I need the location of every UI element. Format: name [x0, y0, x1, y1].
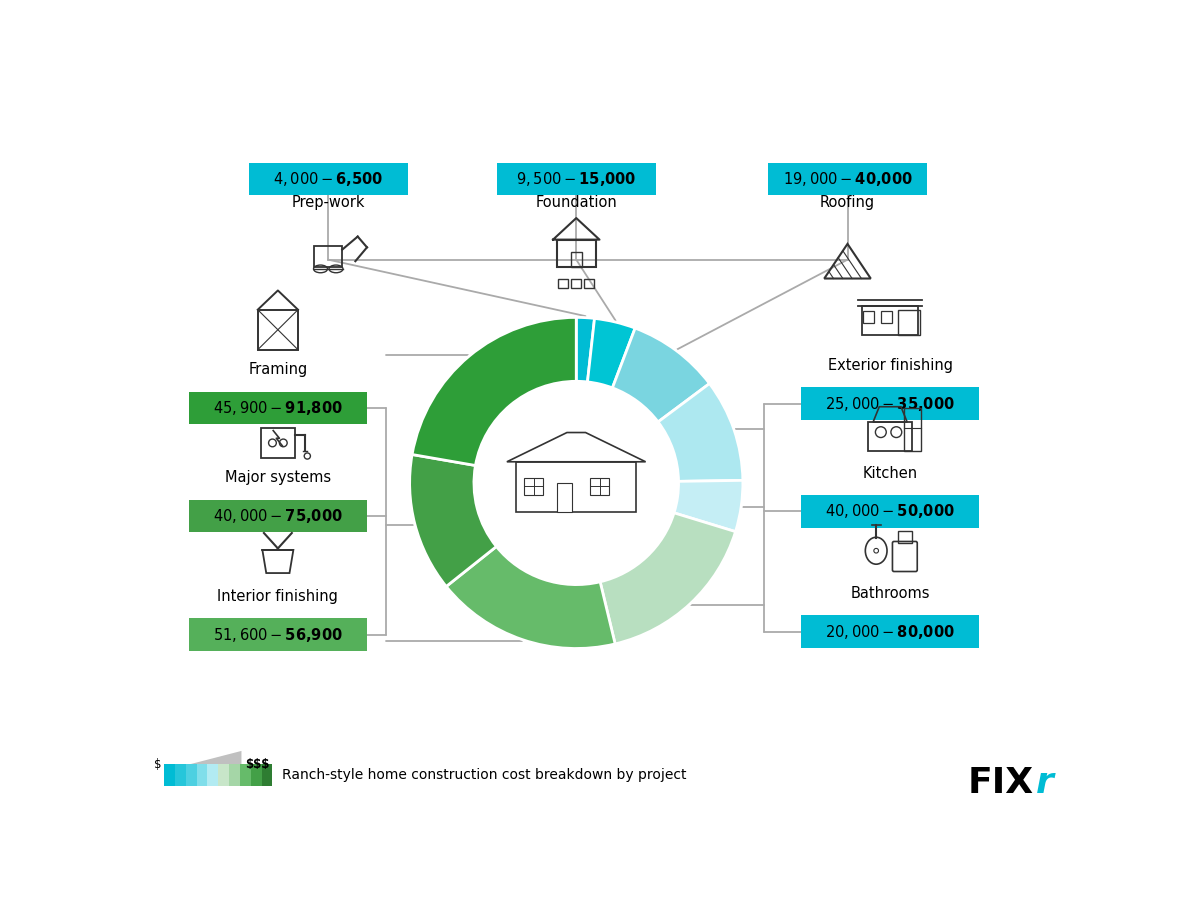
FancyBboxPatch shape [218, 764, 229, 786]
FancyBboxPatch shape [590, 478, 608, 494]
Text: Interior finishing: Interior finishing [217, 589, 338, 604]
Text: $40,000 - $75,000: $40,000 - $75,000 [214, 507, 343, 525]
FancyBboxPatch shape [524, 478, 542, 494]
FancyBboxPatch shape [175, 764, 186, 786]
Text: $40,000 - $50,000: $40,000 - $50,000 [826, 503, 955, 520]
Polygon shape [506, 433, 646, 461]
Wedge shape [409, 455, 497, 586]
Text: Exterior finishing: Exterior finishing [828, 357, 953, 373]
FancyBboxPatch shape [516, 461, 636, 512]
Wedge shape [588, 318, 635, 388]
Text: $20,000 - $80,000: $20,000 - $80,000 [826, 622, 955, 641]
Text: Bathrooms: Bathrooms [851, 585, 930, 601]
Text: $19,000 - $40,000: $19,000 - $40,000 [782, 170, 912, 187]
Text: FIX: FIX [967, 766, 1033, 800]
Text: $: $ [154, 757, 162, 770]
FancyBboxPatch shape [251, 764, 262, 786]
FancyBboxPatch shape [557, 482, 572, 512]
Text: $9,500 - $15,000: $9,500 - $15,000 [516, 170, 636, 187]
FancyBboxPatch shape [497, 163, 655, 195]
FancyBboxPatch shape [229, 764, 240, 786]
Text: Major systems: Major systems [224, 471, 331, 485]
Wedge shape [612, 328, 709, 422]
Text: Ranch-style home construction cost breakdown by project: Ranch-style home construction cost break… [282, 767, 686, 782]
Text: $25,000 - $35,000: $25,000 - $35,000 [826, 394, 955, 413]
Text: Foundation: Foundation [535, 195, 617, 210]
FancyBboxPatch shape [188, 392, 367, 425]
Text: Prep-work: Prep-work [292, 195, 365, 210]
Text: $51,600 - $56,900: $51,600 - $56,900 [214, 626, 343, 643]
FancyBboxPatch shape [240, 764, 251, 786]
FancyBboxPatch shape [802, 495, 979, 528]
Text: Kitchen: Kitchen [863, 466, 918, 481]
FancyBboxPatch shape [802, 388, 979, 420]
FancyBboxPatch shape [208, 764, 218, 786]
Wedge shape [576, 317, 594, 382]
Wedge shape [446, 547, 616, 649]
Wedge shape [600, 513, 736, 644]
FancyBboxPatch shape [164, 764, 175, 786]
Polygon shape [164, 751, 241, 771]
FancyBboxPatch shape [802, 616, 979, 648]
FancyBboxPatch shape [188, 500, 367, 532]
FancyBboxPatch shape [186, 764, 197, 786]
FancyBboxPatch shape [262, 764, 272, 786]
FancyBboxPatch shape [197, 764, 208, 786]
Text: $45,900 - $91,800: $45,900 - $91,800 [214, 399, 343, 417]
Text: $$$: $$$ [245, 757, 270, 770]
Wedge shape [412, 317, 576, 466]
FancyBboxPatch shape [768, 163, 926, 195]
Text: Framing: Framing [248, 362, 307, 378]
FancyBboxPatch shape [188, 618, 367, 651]
Text: r: r [1036, 766, 1054, 800]
Wedge shape [674, 481, 743, 531]
Text: $4,000 - $6,500: $4,000 - $6,500 [274, 170, 383, 187]
FancyBboxPatch shape [248, 163, 408, 195]
Text: Roofing: Roofing [820, 195, 875, 210]
Wedge shape [658, 383, 743, 482]
